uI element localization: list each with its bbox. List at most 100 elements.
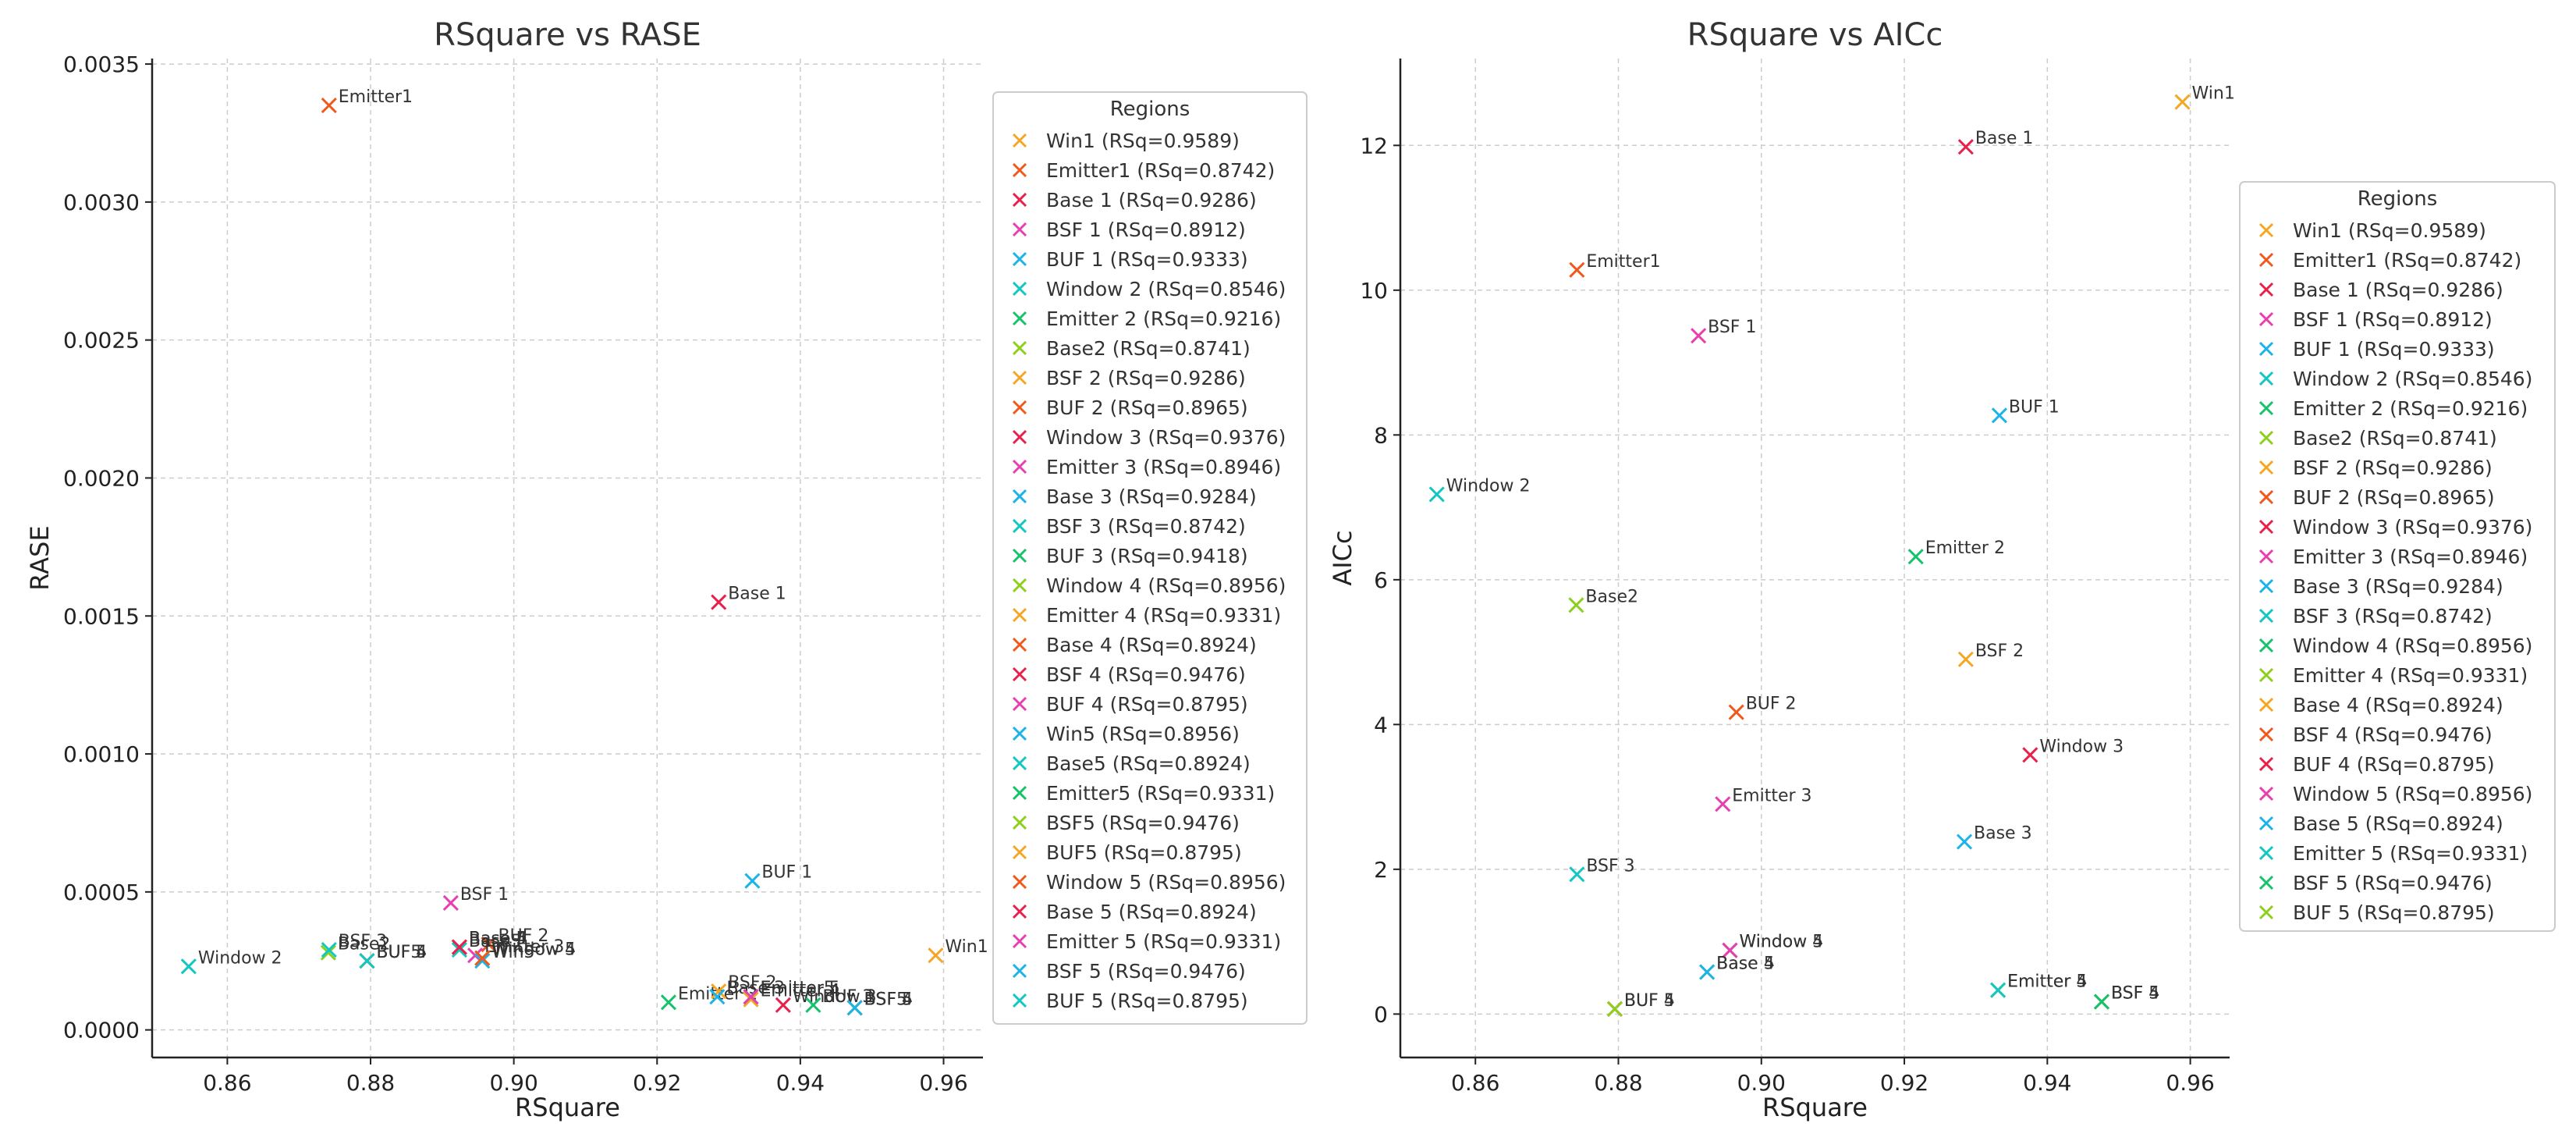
- data-point: [1569, 261, 1585, 278]
- legend-marker-stroke: [1012, 311, 1027, 326]
- legend-label: Base 3 (RSq=0.9284): [2293, 575, 2503, 598]
- data-point-marker-stroke: [805, 997, 821, 1013]
- data-label: BSF 3: [1586, 856, 1634, 876]
- x-tick-label: 0.90: [489, 1070, 538, 1096]
- legend-marker-stroke: [2258, 460, 2274, 475]
- data-point-marker-stroke: [442, 894, 459, 912]
- legend-marker-stroke: [1012, 429, 1027, 445]
- x-axis-label: RSquare: [1762, 1093, 1868, 1122]
- data-point: [451, 942, 467, 958]
- y-axis-label: AICc: [1328, 530, 1357, 585]
- legend-label: Win1 (RSq=0.9589): [1046, 130, 1240, 152]
- legend-marker-stroke: [1012, 192, 1027, 208]
- legend-marker-stroke: [2258, 667, 2274, 683]
- legend-entry: Emitter 5 (RSq=0.9331): [2258, 842, 2528, 865]
- legend-label: BUF 3 (RSq=0.9418): [1046, 545, 1248, 567]
- legend-entry: BUF 1 (RSq=0.9333): [2258, 338, 2495, 361]
- legend-label: BSF 2 (RSq=0.9286): [1046, 367, 1246, 389]
- legend-marker-stroke: [1012, 251, 1027, 267]
- legend-label: Emitter1 (RSq=0.8742): [1046, 159, 1275, 182]
- legend-label: BUF 4 (RSq=0.8795): [2293, 753, 2495, 776]
- data-label: Base 1: [1975, 129, 2034, 148]
- legend-entry: Emitter 5 (RSq=0.9331): [1012, 930, 1281, 953]
- data-label: BUF 5: [1624, 991, 1675, 1011]
- data-label: BUF 1: [761, 863, 812, 883]
- data-point-marker-stroke: [474, 950, 491, 966]
- data-label: Base2: [1585, 587, 1638, 606]
- legend-entry: BUF 4 (RSq=0.8795): [1012, 693, 1248, 716]
- data-label: Window 3: [2039, 737, 2124, 756]
- legend-entry: BUF 5 (RSq=0.8795): [1012, 990, 1248, 1012]
- legend-label: BSF 3 (RSq=0.8742): [2293, 605, 2493, 627]
- y-tick-label: 0.0015: [63, 603, 140, 629]
- data-point: [1907, 549, 1924, 565]
- legend-label: BUF 1 (RSq=0.9333): [1046, 248, 1248, 271]
- data-point: [1569, 866, 1585, 883]
- x-tick-label: 0.88: [346, 1070, 395, 1096]
- y-tick-label: 2: [1374, 857, 1388, 883]
- data-point: [743, 989, 759, 1005]
- legend-marker-stroke: [2258, 786, 2274, 802]
- legend-entry: Base 4 (RSq=0.8924): [2258, 694, 2503, 716]
- data-label: BUF 4: [1624, 991, 1675, 1011]
- legend-entry: Win1 (RSq=0.9589): [1012, 130, 1240, 152]
- legend-entry: Base 5 (RSq=0.8924): [2258, 812, 2503, 835]
- data-point-marker-stroke: [1569, 261, 1585, 278]
- y-tick-label: 0.0035: [63, 52, 140, 77]
- legend-marker-stroke: [1012, 518, 1027, 534]
- y-tick-label: 0.0005: [63, 880, 140, 905]
- y-tick-label: 0.0025: [63, 328, 140, 354]
- data-label: BUF 2: [1746, 695, 1797, 714]
- legend-entry: Base 1 (RSq=0.9286): [2258, 279, 2503, 301]
- legend-box: [992, 91, 1308, 1025]
- legend-marker-stroke: [1012, 578, 1027, 593]
- data-label: Base 4: [1716, 954, 1775, 974]
- legend-marker-stroke: [1012, 162, 1027, 178]
- data-point-marker-stroke: [474, 953, 491, 969]
- data-point-marker-stroke: [321, 942, 337, 958]
- legend-entry: Win1 (RSq=0.9589): [2258, 219, 2486, 242]
- legend-label: Emitter1 (RSq=0.8742): [2293, 249, 2521, 272]
- legend-label: BSF 5 (RSq=0.9476): [2293, 872, 2493, 894]
- data-point: [442, 894, 459, 912]
- legend-marker-stroke: [1012, 400, 1027, 415]
- legend-entry: Base 5 (RSq=0.8924): [1012, 901, 1257, 923]
- legend-marker-stroke: [1012, 726, 1027, 741]
- legend-entry: Emitter 2 (RSq=0.9216): [2258, 397, 2528, 420]
- legend-label: Window 3 (RSq=0.9376): [2293, 516, 2532, 539]
- legend-entry: BSF 3 (RSq=0.8742): [1012, 515, 1246, 538]
- legend-label: Emitter5 (RSq=0.9331): [1046, 782, 1275, 805]
- legend-entry: BUF5 (RSq=0.8795): [1012, 841, 1242, 864]
- legend-entry: BUF 2 (RSq=0.8965): [2258, 486, 2495, 509]
- data-label: Base 5: [1716, 954, 1775, 974]
- x-tick-label: 0.86: [203, 1070, 251, 1096]
- data-point: [2093, 993, 2110, 1010]
- legend-title: Regions: [2358, 187, 2438, 211]
- data-point-marker-stroke: [1957, 139, 1974, 155]
- x-axis-label: RSquare: [515, 1093, 620, 1122]
- data-point: [1428, 486, 1445, 503]
- legend-marker-stroke: [2258, 489, 2274, 505]
- legend-marker-stroke: [1012, 489, 1027, 504]
- data-point-marker-stroke: [2174, 94, 2191, 110]
- data-point: [711, 594, 727, 610]
- data-point-marker-stroke: [1728, 704, 1744, 720]
- data-label: Emitter 3: [1732, 786, 1811, 805]
- data-label: Emitter 4: [2007, 972, 2087, 992]
- legend-entry: Emitter 4 (RSq=0.9331): [2258, 664, 2528, 687]
- legend-marker-stroke: [1012, 370, 1027, 386]
- legend-marker-stroke: [2258, 430, 2274, 446]
- legend-label: BSF 4 (RSq=0.9476): [1046, 663, 1246, 686]
- data-label: Emitter 4: [761, 982, 840, 1001]
- legend-marker-stroke: [2258, 756, 2274, 772]
- legend-entry: Emitter 3 (RSq=0.8946): [1012, 456, 1281, 478]
- legend-entry: BSF 2 (RSq=0.9286): [2258, 457, 2493, 479]
- data-point-marker-stroke: [1957, 651, 1974, 667]
- data-point: [474, 953, 491, 969]
- data-label: BSF 2: [728, 973, 776, 993]
- legend-marker-stroke: [2258, 875, 2274, 890]
- data-point-marker-stroke: [743, 989, 759, 1005]
- data-point-marker-stroke: [1991, 407, 2007, 424]
- legend-entry: Window 2 (RSq=0.8546): [1012, 278, 1286, 300]
